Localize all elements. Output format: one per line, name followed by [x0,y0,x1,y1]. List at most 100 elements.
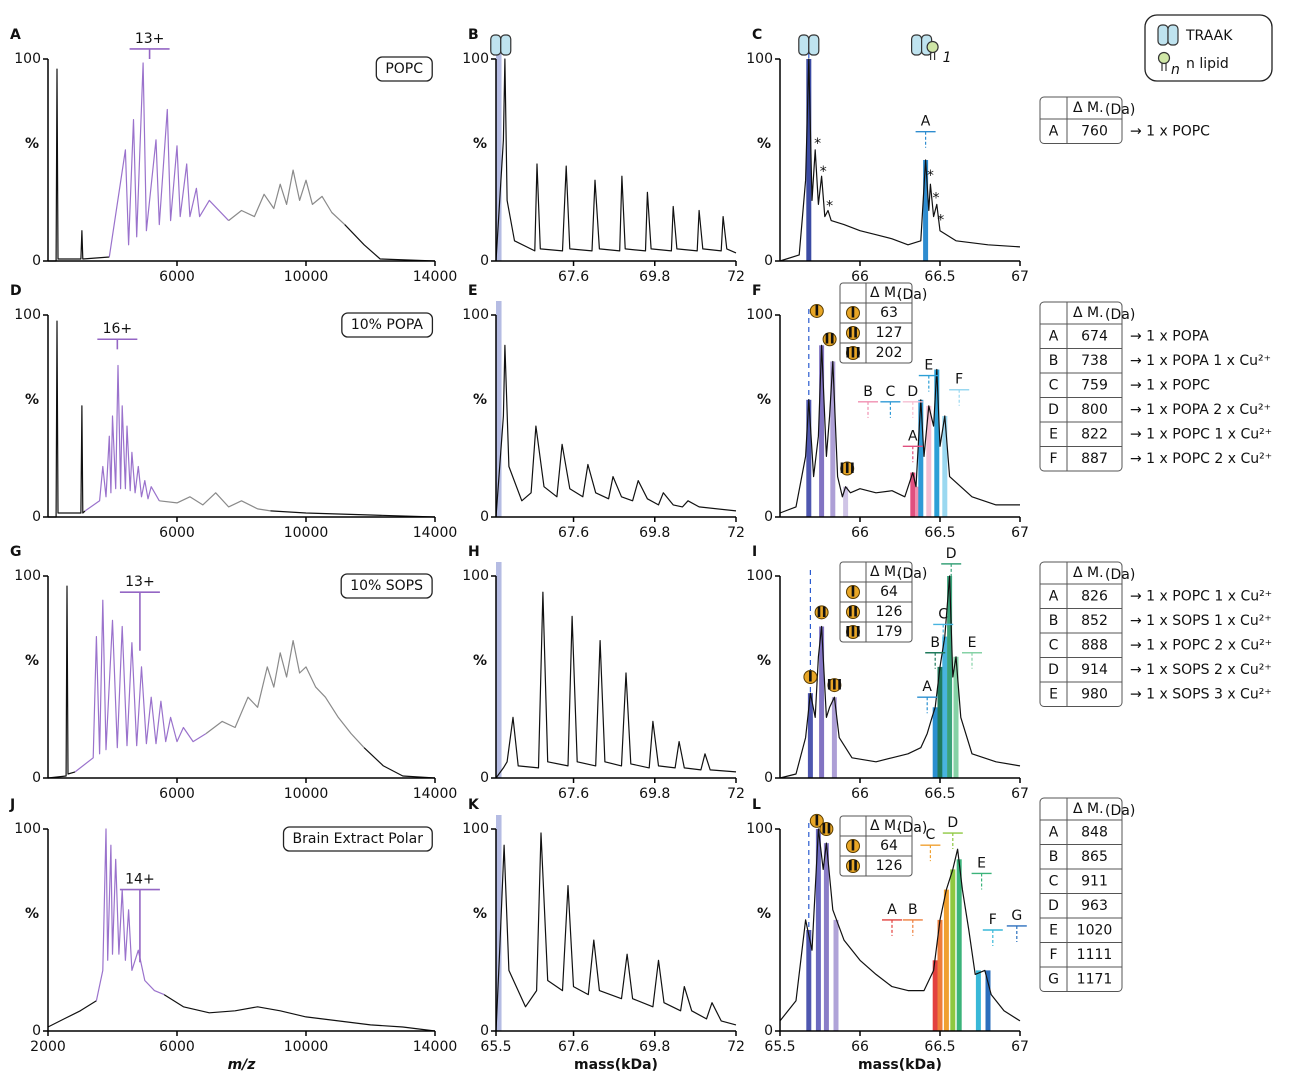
spectrum-line [47,1000,97,1028]
x-tick-label: 14000 [413,269,458,285]
highlight-band [496,45,502,261]
x-tick-label: 10000 [284,1039,329,1055]
table-letter: E [1049,686,1058,702]
table-value: 1111 [1077,947,1113,963]
panel-letter: H [468,544,480,560]
spectrum-line [270,510,436,518]
y-tick-label: 0 [764,509,773,525]
table-letter: E [1049,922,1058,938]
panel-letter: J [9,797,15,813]
peak-label: D [946,546,957,562]
y-axis-label: % [757,653,771,669]
numeral-marker [822,332,837,347]
peak-bar [934,369,940,517]
peak-bar [806,399,812,517]
peak-label: D [947,815,958,831]
panel-letter: E [468,283,478,299]
peak-label: A [921,114,931,130]
peak-bar [819,626,825,778]
table-description: → 1 x POPA [1130,328,1209,344]
panel-letter: B [468,27,479,43]
y-tick-label: 100 [746,821,773,837]
x-tick-label: 67 [1011,269,1029,285]
table-header: Δ M. [1073,100,1104,116]
numeral-marker-label: III [839,461,855,477]
y-tick-label: 0 [764,770,773,786]
table-header: Δ M. [870,285,901,301]
table-letter: E [1049,426,1058,442]
y-tick-label: 100 [462,568,489,584]
x-axis-label: mass(kDa) [858,1057,942,1073]
panel-letter: D [10,283,22,299]
numeral-label: I [850,306,855,322]
table-description: → 1 x POPC [1130,377,1210,393]
highlight-band [496,815,502,1031]
protein-icon [1157,24,1169,46]
table-description: → 1 x SOPS 2 x Cu²⁺ [1130,662,1272,678]
x-tick-label: 66.5 [924,525,955,541]
table-header: Δ M. [870,564,901,580]
table-header-unit: (Da) [897,566,927,582]
numeral-marker [827,678,842,693]
x-tick-label: 67 [1011,525,1029,541]
table-description: → 1 x POPC 2 x Cu²⁺ [1130,451,1272,467]
spectrum-line [779,58,1021,262]
peak-label: B [863,384,873,400]
table-description: → 1 x SOPS 3 x Cu²⁺ [1130,686,1272,702]
numeral-marker [814,605,829,620]
y-tick-label: 100 [14,307,41,323]
spectrum-line [779,575,1021,779]
y-tick-label: 100 [462,821,489,837]
spectrum-line [48,320,86,518]
numeral-label: II [848,605,858,621]
legend-protein: TRAAK [1185,28,1233,44]
sample-label: POPC [385,61,423,77]
table-value: 127 [876,325,903,341]
peak-label: C [886,384,896,400]
table-value: 179 [876,624,903,640]
peak-bar [937,666,943,778]
numeral-icon [846,306,860,320]
table-letter: D [1048,898,1059,914]
x-tick-label: 69.8 [639,1039,670,1055]
protein-icon [910,34,923,56]
y-axis-label: % [25,653,39,669]
peak-bar [815,829,821,1031]
peak-bar [918,399,924,517]
peak-bar [831,697,837,778]
sample-label: Brain Extract Polar [293,831,424,847]
table-description: → 1 x POPA 1 x Cu²⁺ [1130,353,1271,369]
table-header: Δ M. [1073,801,1104,817]
spectrum-line [228,169,346,226]
table-letter: C [1049,637,1059,653]
spectrum-line [74,599,207,773]
y-axis-label: % [473,653,487,669]
protein-icon [798,34,810,56]
y-tick-label: 100 [14,51,41,67]
y-axis-label: % [473,906,487,922]
peak-bar [806,930,812,1031]
table-value: 1171 [1077,971,1113,987]
peak-bar [833,919,839,1031]
numeral-icon [846,585,860,599]
x-tick-label: 10000 [284,525,329,541]
table-value: 848 [1081,824,1108,840]
numeral-marker-label: II [816,605,826,621]
numeral-icon [846,605,860,619]
numeral-icon [846,326,860,340]
table-header: Δ M. [1073,565,1104,581]
peak-bar [975,970,981,1031]
table-value: 63 [880,305,898,321]
x-tick-label: 66.5 [924,1039,955,1055]
spectrum-line [159,492,271,512]
peak-label: D [907,384,918,400]
table-value: 888 [1081,637,1108,653]
x-tick-label: 67 [1011,1039,1029,1055]
y-tick-label: 0 [480,253,489,269]
y-tick-label: 100 [14,821,41,837]
table-letter: F [1049,947,1057,963]
table-frame [1039,797,1123,992]
x-tick-label: 67.6 [558,786,589,802]
table-description: → 1 x POPC [1130,123,1210,139]
x-tick-label: 66 [851,786,869,802]
